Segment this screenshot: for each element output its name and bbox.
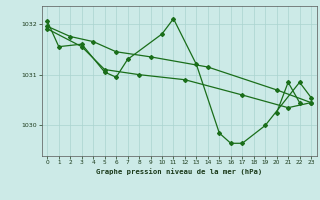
X-axis label: Graphe pression niveau de la mer (hPa): Graphe pression niveau de la mer (hPa) bbox=[96, 168, 262, 175]
